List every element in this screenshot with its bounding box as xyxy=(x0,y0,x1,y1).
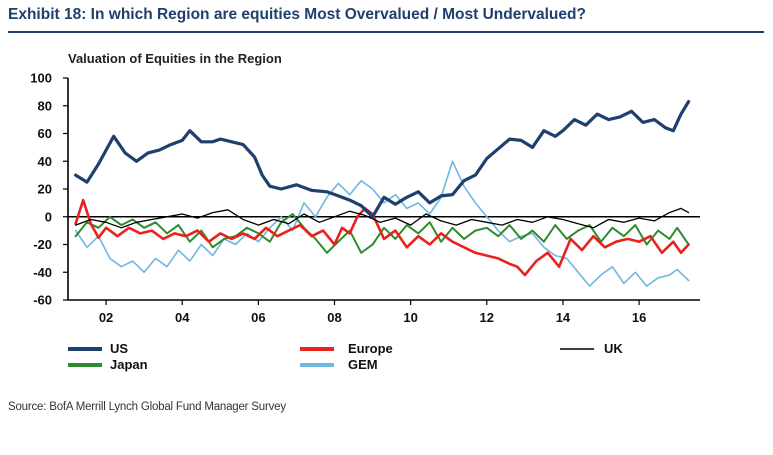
x-tick-label: 16 xyxy=(632,310,646,325)
x-tick-label: 08 xyxy=(327,310,341,325)
y-tick-label: -20 xyxy=(33,237,52,252)
series-line-japan xyxy=(74,213,690,254)
y-tick-label: 80 xyxy=(38,98,52,113)
y-tick-label: -60 xyxy=(33,293,52,308)
source-note: Source: BofA Merrill Lynch Global Fund M… xyxy=(8,401,286,413)
chart-title: Valuation of Equities in the Region xyxy=(68,51,282,66)
y-tick-label: 60 xyxy=(38,126,52,141)
exhibit-title: Exhibit 18: In which Region are equities… xyxy=(8,6,586,23)
title-rule xyxy=(8,31,764,33)
legend: US Europe UK Japan GEM xyxy=(68,341,623,372)
series-line-europe xyxy=(74,198,690,277)
y-tick-label: 40 xyxy=(38,154,52,169)
legend-label-uk: UK xyxy=(604,341,623,356)
x-tick-label: 10 xyxy=(403,310,417,325)
legend-label-europe: Europe xyxy=(348,341,393,356)
legend-label-gem: GEM xyxy=(348,357,378,372)
y-tick-label: 0 xyxy=(45,209,52,224)
series-line-uk xyxy=(74,207,690,229)
series-line-us xyxy=(73,99,691,219)
series-line-gem xyxy=(74,160,690,287)
legend-label-japan: Japan xyxy=(110,357,148,372)
y-tick-label: 100 xyxy=(30,71,52,86)
x-tick-label: 02 xyxy=(99,310,113,325)
x-tick-label: 04 xyxy=(175,310,190,325)
axes: 100 80 60 40 20 0 -20 -40 -60 02 04 06 08 10 12 14 16 xyxy=(30,71,700,325)
legend-label-us: US xyxy=(110,341,128,356)
x-tick-label: 14 xyxy=(556,310,571,325)
y-tick-label: -40 xyxy=(33,265,52,280)
series-lines xyxy=(73,99,691,287)
x-tick-label: 12 xyxy=(480,310,494,325)
x-tick-label: 06 xyxy=(251,310,265,325)
y-tick-label: 20 xyxy=(38,182,52,197)
